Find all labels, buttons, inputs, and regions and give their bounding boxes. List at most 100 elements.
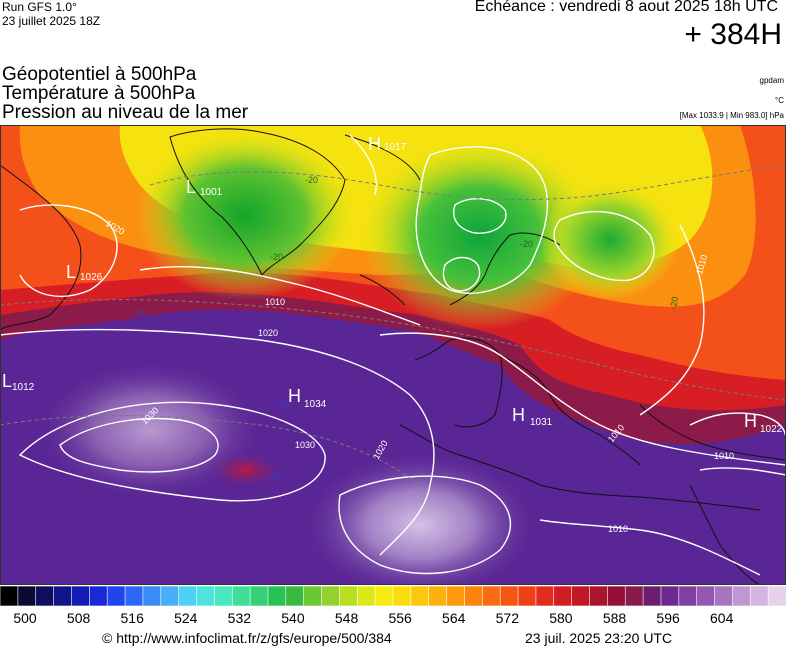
legend-tick-labels: 500 508 516 524 532 540 548 556 564 572 580 588 596 6… bbox=[0, 610, 786, 628]
legend-swatch bbox=[196, 586, 216, 606]
legend-tick-label: 524 bbox=[174, 610, 198, 626]
legend-swatch bbox=[642, 586, 662, 606]
valid-time: Echéance : vendredi 8 aout 2025 18h UTC bbox=[474, 0, 778, 15]
pressure-center-value: 1017 bbox=[384, 142, 407, 153]
legend-swatch bbox=[607, 586, 627, 606]
weather-map[interactable]: H 1017 L 1001 L 1026 L 1012 H 1034 H 103… bbox=[0, 125, 786, 585]
pressure-center-low-label: L bbox=[186, 177, 196, 197]
legend-tick-label: 588 bbox=[602, 610, 627, 626]
legend-tick-label: 548 bbox=[334, 610, 359, 626]
legend-swatch bbox=[428, 586, 448, 606]
unit-temperature: °C bbox=[775, 96, 784, 105]
legend-tick-label: 604 bbox=[710, 610, 734, 626]
isobar-label: 1030 bbox=[295, 440, 315, 450]
source-url[interactable]: © http://www.infoclimat.fr/z/gfs/europe/… bbox=[102, 630, 392, 646]
legend-swatch bbox=[499, 586, 519, 606]
color-scale-legend bbox=[0, 586, 786, 606]
isobar-label: 1010 bbox=[265, 297, 285, 307]
legend-tick-label: 540 bbox=[281, 610, 305, 626]
legend-tick-label: 532 bbox=[227, 610, 252, 626]
legend-swatch bbox=[303, 586, 323, 606]
warm-spot-atlantic bbox=[205, 450, 285, 490]
pressure-center-high-label: H bbox=[368, 134, 381, 154]
legend-tick-label: 564 bbox=[442, 610, 466, 626]
legend-swatch bbox=[767, 586, 786, 606]
unit-geopotential: gpdam bbox=[759, 76, 784, 85]
legend-swatch bbox=[749, 586, 770, 606]
legend-swatch bbox=[89, 586, 109, 606]
legend-swatch bbox=[624, 586, 644, 606]
legend-swatch bbox=[142, 586, 162, 606]
field-title-temperature: Température à 500hPa bbox=[2, 83, 196, 104]
legend-swatch bbox=[482, 586, 502, 606]
lead-time: + 384H bbox=[684, 18, 782, 51]
legend-swatch bbox=[339, 586, 359, 606]
legend-tick-label: 500 bbox=[13, 610, 37, 626]
legend-tick-label: 508 bbox=[66, 610, 91, 626]
isobars bbox=[0, 134, 786, 576]
legend-swatch bbox=[517, 586, 537, 606]
isotherm-label: -20 bbox=[305, 175, 318, 185]
legend-swatch bbox=[249, 586, 269, 606]
legend-tick-label: 556 bbox=[388, 610, 412, 626]
run-date: 23 juillet 2025 18Z bbox=[2, 14, 101, 28]
legend-swatch bbox=[714, 586, 734, 606]
isotherm-label: -10 bbox=[132, 308, 145, 318]
legend-swatch bbox=[589, 586, 609, 606]
pressure-center-low-label: L bbox=[66, 262, 76, 282]
legend-tick-label: 596 bbox=[656, 610, 680, 626]
legend-swatch bbox=[535, 586, 555, 606]
pressure-center-high-label: H bbox=[288, 386, 301, 406]
legend-swatch bbox=[571, 586, 591, 606]
model-run-label: Run GFS 1.0° bbox=[2, 0, 77, 14]
pressure-center-high-label: H bbox=[744, 411, 757, 431]
isobar-label: 1020 bbox=[258, 328, 278, 338]
legend-swatch bbox=[660, 586, 680, 606]
isobar-label: 1010 bbox=[608, 524, 628, 534]
legend-tick-label: 516 bbox=[120, 610, 144, 626]
legend-swatch bbox=[0, 586, 19, 606]
legend-tick-label: 580 bbox=[549, 610, 573, 626]
field-title-geopotential: Géopotentiel à 500hPa bbox=[2, 64, 197, 85]
legend-swatch bbox=[356, 586, 377, 606]
legend-swatch bbox=[267, 586, 287, 606]
isobar-label: 1010 bbox=[714, 451, 734, 461]
legend-swatch bbox=[53, 586, 73, 606]
field-title-pressure: Pression au niveau de la mer bbox=[2, 102, 249, 123]
legend-swatch bbox=[732, 586, 752, 606]
isotherm-label: -10 bbox=[276, 400, 289, 410]
legend-swatch bbox=[321, 586, 341, 606]
pressure-center-low-label: L bbox=[2, 371, 12, 391]
legend-swatch bbox=[178, 586, 198, 606]
pressure-center-value: 1022 bbox=[760, 424, 783, 435]
pressure-center-value: 1034 bbox=[304, 399, 327, 410]
legend-swatch bbox=[214, 586, 234, 606]
isotherm-label: -20 bbox=[270, 252, 283, 262]
legend-swatch bbox=[410, 586, 430, 606]
legend-swatch bbox=[106, 586, 126, 606]
generation-timestamp: 23 juil. 2025 23:20 UTC bbox=[525, 630, 673, 646]
legend-swatch bbox=[446, 586, 466, 606]
legend-swatch bbox=[35, 586, 55, 606]
legend-swatch bbox=[553, 586, 573, 606]
isotherm-label: -20 bbox=[668, 296, 680, 311]
pressure-center-high-label: H bbox=[512, 405, 525, 425]
legend-swatch bbox=[71, 586, 91, 606]
isotherm-label: -10 bbox=[268, 470, 281, 480]
legend-swatch bbox=[124, 586, 144, 606]
legend-swatch bbox=[285, 586, 305, 606]
cold-pool-russia bbox=[540, 180, 680, 300]
legend-swatch bbox=[231, 586, 251, 606]
isotherm-label: -20 bbox=[520, 239, 533, 249]
legend-swatch bbox=[696, 586, 716, 606]
isotherms bbox=[0, 164, 786, 486]
pressure-center-value: 1031 bbox=[530, 417, 553, 428]
pressure-center-value: 1012 bbox=[12, 382, 35, 393]
legend-swatch bbox=[678, 586, 698, 606]
cold-pool-scandinavia bbox=[360, 140, 600, 330]
cold-pool-greenland bbox=[135, 130, 355, 300]
legend-swatch bbox=[374, 586, 394, 606]
legend-swatch bbox=[392, 586, 412, 606]
legend-swatch bbox=[17, 586, 37, 606]
pressure-max-min: [Max 1033.9 | Min 983.0] hPa bbox=[679, 111, 784, 120]
